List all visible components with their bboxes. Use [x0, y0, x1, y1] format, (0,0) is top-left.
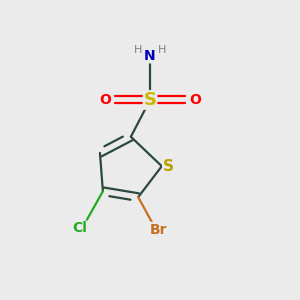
Text: Cl: Cl	[72, 221, 87, 235]
Text: S: S	[163, 159, 174, 174]
Text: Br: Br	[150, 223, 168, 236]
Text: O: O	[189, 93, 201, 107]
Text: O: O	[99, 93, 111, 107]
Text: H: H	[134, 45, 142, 55]
Text: N: N	[144, 49, 156, 63]
Text: S: S	[143, 91, 157, 109]
Text: H: H	[158, 45, 166, 55]
